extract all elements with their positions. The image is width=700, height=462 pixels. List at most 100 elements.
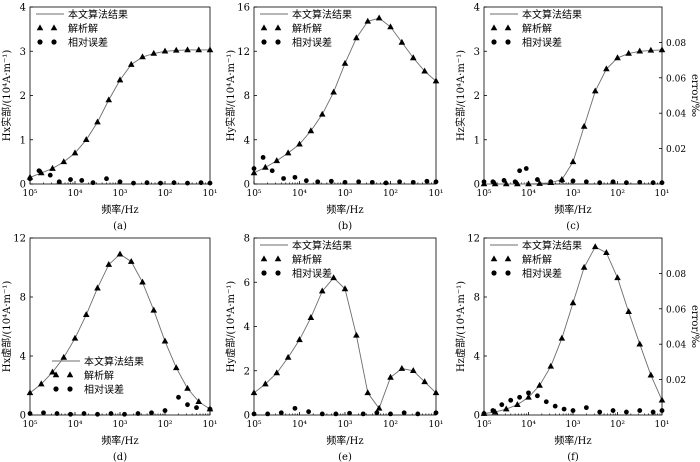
legend-triangle-swatch: [260, 24, 268, 31]
dot-marker-relative-error: [517, 394, 522, 400]
triangle-marker-analytical: [26, 389, 34, 396]
x-tick-label: 10⁴: [67, 189, 82, 199]
triangle-marker-analytical: [184, 384, 191, 391]
triangle-marker-analytical: [60, 353, 68, 360]
triangle-marker-analytical: [580, 122, 588, 129]
x-tick-label: 10²: [383, 189, 398, 199]
x-tick-label: 10³: [565, 189, 580, 199]
dot-marker-relative-error: [47, 172, 53, 178]
dot-marker-relative-error: [198, 180, 204, 186]
y-tick-label: 0: [20, 180, 26, 191]
right-y-tick-label: 0.04: [666, 341, 686, 351]
y-tick-label: 12: [13, 234, 26, 245]
x-tick-label: 10⁴: [67, 420, 82, 430]
y-tick-label: 1: [474, 135, 480, 146]
legend-dot-swatch: [505, 270, 511, 276]
dot-marker-relative-error: [559, 178, 565, 183]
dot-marker-relative-error: [610, 179, 616, 185]
y-tick-label: 4: [474, 352, 480, 363]
dot-marker-relative-error: [135, 411, 141, 416]
triangle-marker-analytical: [184, 46, 191, 53]
triangle-marker-analytical: [569, 158, 577, 165]
dot-marker-relative-error: [27, 176, 33, 182]
dot-marker-relative-error: [637, 408, 643, 413]
dot-marker-relative-error: [56, 179, 62, 185]
dot-marker-relative-error: [207, 180, 213, 186]
dot-marker-relative-error: [410, 179, 416, 185]
legend-label-triangle: 解析解: [292, 253, 322, 266]
y-tick-label: 0: [244, 180, 250, 191]
x-tick-label: 10⁵: [246, 189, 261, 199]
right-y-tick-label: 0.06: [666, 74, 686, 84]
triangle-marker-analytical: [330, 274, 337, 281]
triangle-marker-analytical: [172, 46, 180, 53]
x-tick-label: 10⁴: [292, 189, 307, 199]
x-tick-label: 10³: [112, 189, 127, 199]
x-tick-label: 10⁴: [292, 420, 307, 430]
triangle-marker-analytical: [353, 34, 360, 41]
dot-marker-relative-error: [306, 409, 311, 415]
triangle-marker-analytical: [116, 76, 124, 83]
y-tick-label: 4: [474, 3, 480, 14]
y-tick-label: 0: [474, 411, 480, 422]
triangle-marker-analytical: [536, 381, 543, 388]
x-tick-label: 10⁵: [476, 420, 491, 430]
dot-marker-relative-error: [535, 177, 540, 182]
triangle-marker-analytical: [172, 364, 180, 371]
x-tick-label: 10⁵: [246, 420, 261, 430]
x-tick-label: 10²: [383, 420, 398, 430]
dot-marker-relative-error: [104, 176, 109, 182]
triangle-marker-analytical: [60, 158, 68, 165]
dot-marker-relative-error: [517, 168, 522, 174]
triangle-marker-analytical: [105, 260, 113, 267]
dot-marker-relative-error: [303, 178, 309, 184]
legend-triangle-swatch: [36, 24, 44, 31]
dot-marker-relative-error: [328, 178, 334, 184]
dot-marker-relative-error: [149, 410, 154, 416]
y-axis-label: Hy实部/(10⁴A·m⁻¹): [224, 50, 237, 142]
dot-marker-relative-error: [90, 180, 96, 186]
dot-marker-relative-error: [347, 410, 352, 416]
dot-marker-relative-error: [374, 410, 380, 416]
dot-marker-relative-error: [36, 168, 42, 174]
legend-dot-swatch: [261, 39, 267, 45]
dot-marker-relative-error: [583, 405, 589, 411]
triangle-marker-analytical: [71, 334, 79, 341]
y-tick-label: 12: [237, 47, 250, 58]
legend-label-line: 本文算法结果: [292, 239, 352, 252]
x-tick-label: 10¹: [202, 420, 217, 430]
triangle-marker-analytical: [364, 17, 372, 24]
triangle-marker-analytical: [341, 59, 349, 66]
legend-dot-swatch: [505, 39, 511, 45]
dot-marker-relative-error: [41, 410, 46, 416]
y-tick-label: 3: [20, 47, 26, 58]
legend-label-triangle: 解析解: [522, 22, 552, 35]
triangle-marker-analytical: [49, 164, 56, 171]
dot-marker-relative-error: [68, 177, 73, 182]
x-axis-label: 频率/Hz: [101, 434, 138, 447]
triangle-marker-analytical: [127, 60, 135, 67]
dot-marker-relative-error: [535, 393, 540, 399]
dot-marker-relative-error: [108, 411, 114, 416]
panel-label: (b): [338, 221, 352, 232]
triangle-marker-analytical: [262, 380, 269, 387]
dot-marker-relative-error: [292, 405, 298, 411]
x-tick-label: 10¹: [428, 420, 443, 430]
dot-marker-relative-error: [251, 411, 257, 417]
legend-triangle-swatch: [260, 255, 268, 262]
legend-label-triangle: 解析解: [68, 22, 98, 35]
y-tick-label: 16: [237, 3, 250, 14]
dot-marker-relative-error: [481, 179, 487, 185]
triangle-marker-analytical: [647, 46, 655, 53]
right-y-tick-label: 0.02: [666, 376, 686, 386]
triangle-marker-analytical: [273, 157, 281, 164]
triangle-marker-analytical: [625, 308, 632, 315]
x-axis-label: 频率/Hz: [554, 203, 591, 216]
triangle-marker-analytical: [105, 96, 113, 103]
y-tick-label: 8: [244, 234, 250, 245]
triangle-marker-analytical: [364, 389, 372, 396]
plot-frame: [253, 237, 437, 416]
dot-marker-relative-error: [523, 166, 529, 171]
